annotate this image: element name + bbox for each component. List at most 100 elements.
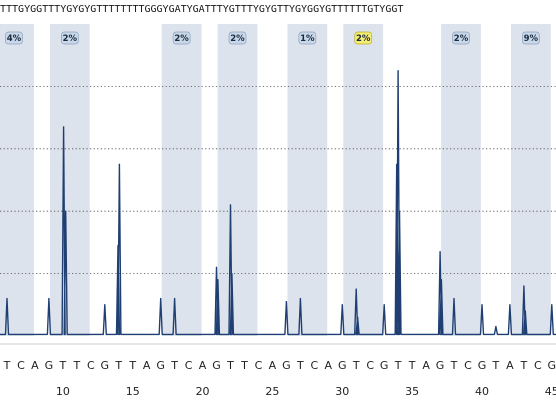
- base-label: T: [226, 359, 234, 372]
- cpg-badge: [298, 31, 317, 45]
- sequence-text: TTTGYGGTTTYGYGYGTTTTTTTTGGGYGATYGATTTYGT…: [0, 4, 403, 15]
- peak-point: [285, 301, 287, 303]
- peak-point: [481, 304, 483, 306]
- peak-point: [174, 297, 176, 300]
- peak-point: [509, 304, 511, 306]
- cpg-band: [441, 24, 481, 336]
- peak-point: [357, 316, 359, 318]
- base-label: T: [128, 359, 136, 372]
- base-label: G: [478, 359, 487, 372]
- peak-point: [523, 285, 525, 287]
- base-label: T: [394, 359, 402, 372]
- base-label: G: [338, 359, 347, 372]
- base-label: T: [240, 359, 248, 372]
- tick-labels: 10 15 20 25 30 35 40 45: [56, 385, 556, 398]
- peak-point: [48, 297, 50, 300]
- cpg-badge-label: 2%: [174, 34, 189, 44]
- base-label: C: [310, 359, 318, 372]
- peak-point: [453, 297, 455, 300]
- base-label: C: [17, 359, 25, 372]
- peak-point: [396, 163, 398, 165]
- tick-label: 30: [335, 385, 349, 398]
- tick-label: 40: [475, 385, 489, 398]
- peak-point: [217, 279, 219, 281]
- cpg-badge-label: 1%: [300, 34, 315, 44]
- cpg-badge: [172, 31, 191, 45]
- cpg-band: [49, 24, 90, 336]
- tick-label: 10: [56, 385, 70, 398]
- base-label: T: [58, 359, 66, 372]
- trace-group: [0, 70, 556, 336]
- tick-label: 15: [126, 385, 140, 398]
- base-label: G: [212, 359, 221, 372]
- peak-point: [65, 210, 67, 212]
- cpg-badge: [354, 31, 373, 45]
- tick-label: 35: [405, 385, 419, 398]
- peak-point: [117, 244, 119, 247]
- cpg-badges: 4% 2% 2% 2% 1% 2% 2% 9%: [5, 31, 540, 45]
- base-label: A: [143, 359, 151, 372]
- base-label: G: [156, 359, 165, 372]
- base-label: C: [366, 359, 374, 372]
- cpg-band: [161, 24, 202, 336]
- base-label: C: [464, 359, 472, 372]
- cpg-band: [510, 24, 551, 336]
- peak-point: [160, 297, 162, 300]
- grid-lines: [0, 86, 556, 275]
- base-label: T: [296, 359, 304, 372]
- base-label: G: [380, 359, 389, 372]
- cpg-badge-label: 2%: [63, 34, 78, 44]
- base-label: G: [436, 359, 445, 372]
- base-label: A: [31, 359, 39, 372]
- peak-point: [6, 297, 8, 300]
- cpg-badge-label: 9%: [524, 34, 539, 44]
- base-label: G: [282, 359, 291, 372]
- peak-point: [62, 126, 65, 128]
- base-label: C: [255, 359, 263, 372]
- base-label: T: [352, 359, 360, 372]
- base-label: T: [114, 359, 122, 372]
- base-label: T: [170, 359, 178, 372]
- cpg-badge: [452, 31, 470, 45]
- base-label: G: [548, 359, 556, 372]
- base-label: T: [408, 359, 416, 372]
- base-label: G: [101, 359, 110, 372]
- peak-point: [231, 273, 233, 275]
- peak-point: [229, 204, 232, 206]
- base-label: A: [199, 359, 207, 372]
- peak-point: [397, 70, 399, 72]
- base-label: T: [450, 359, 458, 372]
- base-label: T: [520, 359, 528, 372]
- cpg-band: [287, 24, 328, 336]
- peak-point: [440, 279, 443, 281]
- peak-point: [383, 304, 385, 306]
- cpg-badge-label: 2%: [230, 34, 245, 44]
- peak-point: [524, 310, 526, 312]
- base-label: C: [87, 359, 95, 372]
- cpg-band: [217, 24, 258, 336]
- cpg-badge-label: 4%: [7, 34, 22, 44]
- cpg-badge: [5, 31, 23, 45]
- tick-label: 45: [545, 385, 556, 398]
- base-label: C: [185, 359, 193, 372]
- cpg-badge-label: 2%: [454, 34, 469, 44]
- cpg-band: [343, 24, 384, 336]
- base-label: A: [325, 359, 333, 372]
- cpg-badge: [228, 31, 247, 45]
- peak-point: [551, 304, 553, 306]
- peak-point: [104, 304, 106, 306]
- peak-point: [215, 266, 218, 268]
- base-label: A: [506, 359, 514, 372]
- peak-point: [439, 251, 441, 253]
- peak-point: [398, 210, 401, 212]
- base-label: A: [269, 359, 277, 372]
- peak-point: [118, 163, 121, 165]
- base-label: C: [534, 359, 542, 372]
- cpg-band: [0, 24, 34, 336]
- cpg-bands: [0, 24, 551, 336]
- tick-label: 25: [265, 385, 279, 398]
- tick-label: 20: [196, 385, 210, 398]
- base-label: A: [422, 359, 430, 372]
